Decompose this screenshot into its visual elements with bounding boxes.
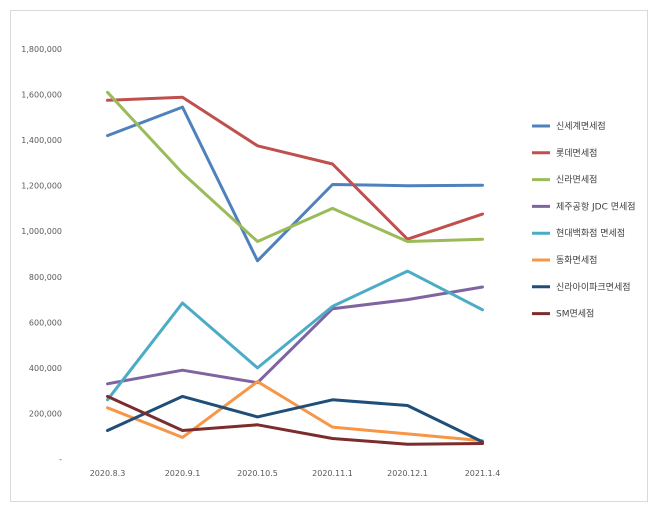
legend-label: SM면세점	[556, 308, 594, 320]
chart-frame	[10, 10, 648, 502]
y-tick-label: 600,000	[29, 318, 62, 327]
y-tick-label: 1,400,000	[21, 136, 62, 145]
x-tick-label: 2020.9.1	[165, 469, 201, 478]
series-line	[106, 380, 484, 443]
y-tick-label: 1,200,000	[21, 182, 62, 191]
legend-label: 동화면세점	[556, 254, 597, 266]
x-axis: 2020.8.3 2020.9.1 2020.10.5 2020.11.1 2020.1…	[90, 469, 501, 478]
y-tick-label: -	[59, 455, 62, 464]
series-line	[106, 285, 484, 386]
legend-label: 신라아이파크면세점	[556, 281, 631, 293]
legend-label: 롯데면세점	[556, 147, 597, 159]
x-tick-label: 2021.1.4	[465, 469, 501, 478]
series-line	[106, 394, 484, 446]
series-line	[106, 269, 484, 402]
y-tick-label: 800,000	[29, 273, 62, 282]
series-line	[106, 95, 484, 241]
y-tick-label: 1,000,000	[21, 227, 62, 236]
legend-label: 신라면세점	[556, 174, 597, 186]
y-tick-label: 400,000	[29, 364, 62, 373]
y-axis: - 200,000 400,000 600,000 800,000 1,000,000 1,…	[21, 45, 62, 464]
legend-label: 현대백화점 면세점	[556, 227, 625, 239]
x-tick-label: 2020.11.1	[312, 469, 353, 478]
x-tick-label: 2020.8.3	[90, 469, 126, 478]
x-tick-label: 2020.12.1	[387, 469, 428, 478]
y-tick-label: 1,600,000	[21, 91, 62, 100]
legend-label: 제주공항 JDC 면세점	[556, 200, 636, 212]
series-line	[106, 90, 484, 243]
series-lines	[106, 90, 484, 446]
y-tick-label: 200,000	[29, 409, 62, 418]
y-tick-label: 1,800,000	[21, 45, 62, 54]
series-line	[106, 394, 484, 444]
series-line	[106, 105, 484, 263]
legend-label: 신세계면세점	[556, 120, 606, 132]
x-tick-label: 2020.10.5	[237, 469, 278, 478]
